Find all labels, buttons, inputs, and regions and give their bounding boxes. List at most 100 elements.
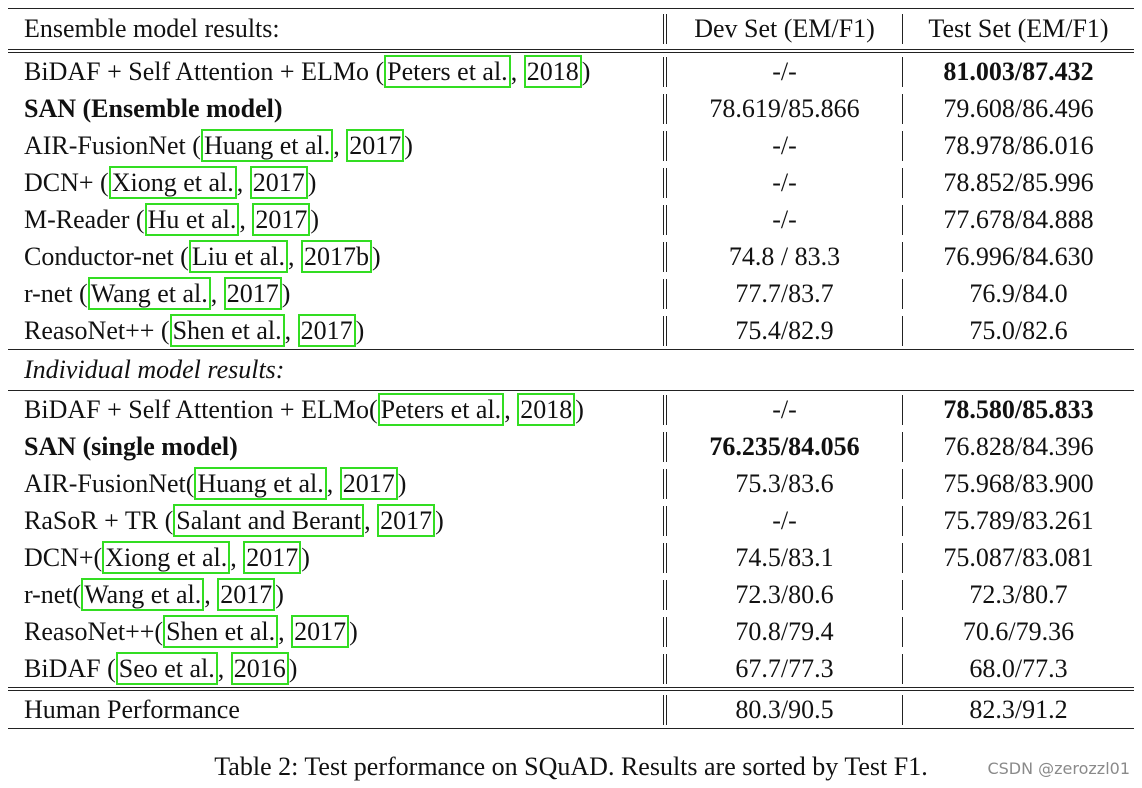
table-row: SAN (single model) 76.235/84.056 76.828/84… [8,428,1134,465]
model-name-text: SAN (single model) [24,431,238,461]
citation-year-link: 2017 [252,202,311,236]
table-row: ReasoNet++ (Shen et al., 2017) 75.4/82.9 7… [8,312,1134,349]
citation-year-link: 2017 [339,466,398,500]
model-name: Conductor-net (Liu et al., 2017b) [8,239,663,273]
model-name-text: ReasoNet++( [24,616,164,646]
model-name: ReasoNet++ (Shen et al., 2017) [8,313,663,347]
dev-score: 75.3/83.6 [663,468,902,499]
citation-author-link: Xiong et al. [108,165,237,199]
citation-author-link: Hu et al. [144,202,240,236]
dev-score: -/- [663,505,902,536]
citation-author-link: Shen et al. [169,313,285,347]
test-score: 70.6/79.36 [902,616,1134,647]
dev-score: -/- [663,130,902,161]
citation-close: ) [404,130,413,160]
citation-year-link: 2017 [223,276,282,310]
dev-score: -/- [663,394,902,425]
test-score: 72.3/80.7 [902,579,1134,610]
table-row: BiDAF + Self Attention + ELMo(Peters et … [8,391,1134,428]
model-name-text: BiDAF + Self Attention + ELMo( [24,394,378,424]
model-name-text: AIR-FusionNet( [24,468,195,498]
table-row: ReasoNet++(Shen et al., 2017) 70.8/79.4 70… [8,613,1134,650]
test-score: 76.828/84.396 [902,431,1134,462]
test-score: 75.0/82.6 [902,315,1134,346]
citation-separator: , [504,394,518,424]
dev-score: 67.7/77.3 [663,653,902,684]
table-row: BiDAF (Seo et al., 2016) 67.7/77.3 68.0/77… [8,650,1134,687]
test-score: 81.003/87.432 [902,56,1134,87]
model-name-text: r-net( [24,579,82,609]
citation-close: ) [371,241,381,271]
table-row: RaSoR + TR (Salant and Berant, 2017) -/- 7… [8,502,1134,539]
citation-separator: , [230,542,244,572]
dev-score: 70.8/79.4 [663,616,902,647]
ensemble-section-label: Ensemble model results: [24,14,280,43]
citation-author-link: Huang et al. [194,466,327,500]
human-dev-value: 80.3/90.5 [663,694,902,725]
test-score: 78.978/86.016 [902,130,1134,161]
model-name: DCN+ (Xiong et al., 2017) [8,165,663,199]
citation-year-link: 2017 [346,128,405,162]
model-name: r-net(Wang et al., 2017) [8,577,663,611]
model-name-text: RaSoR + TR ( [24,505,174,535]
table-row: r-net (Wang et al., 2017) 77.7/83.7 76.9/8… [8,275,1134,312]
model-name-text: BiDAF ( [24,653,116,683]
test-score: 75.087/83.081 [902,542,1134,573]
citation-year-link: 2017 [249,165,308,199]
model-name-text: DCN+( [24,542,103,572]
dev-score: 75.4/82.9 [663,315,902,346]
test-score: 68.0/77.3 [902,653,1134,684]
model-name: BiDAF + Self Attention + ELMo (Peters et… [8,54,663,88]
test-score: 78.852/85.996 [902,167,1134,198]
individual-section-label: Individual model results: [24,355,285,384]
citation-year-link: 2017b [300,239,372,273]
human-test-value: 82.3/91.2 [902,694,1134,725]
test-score: 77.678/84.888 [902,204,1134,235]
citation-close: ) [281,278,291,308]
citation-year-link: 2017 [243,540,302,574]
dev-score: 76.235/84.056 [663,431,902,462]
citation-close: ) [310,204,320,234]
dev-score: -/- [663,56,902,87]
citation-author-link: Shen et al. [163,614,279,648]
citation-close: ) [307,167,317,197]
table-row: SAN (Ensemble model) 78.619/85.866 79.608/… [8,90,1134,127]
citation-separator: , [326,468,340,498]
table-row: AIR-FusionNet(Huang et al., 2017) 75.3/83… [8,465,1134,502]
human-performance-row: Human Performance 80.3/90.5 82.3/91.2 [8,687,1134,729]
model-name-text: SAN (Ensemble model) [24,93,283,123]
citation-author-link: Huang et al. [200,128,334,162]
dev-score: -/- [663,167,902,198]
model-name: AIR-FusionNet(Huang et al., 2017) [8,466,663,500]
dev-set-header: Dev Set (EM/F1) [663,14,902,44]
human-performance-label: Human Performance [24,694,240,724]
individual-section-row: Individual model results: [8,349,1134,390]
citation-close: ) [355,315,365,345]
model-name-text: AIR-FusionNet ( [24,130,201,160]
citation-author-link: Wang et al. [87,276,211,310]
citation-close: ) [288,653,298,683]
model-name-text: r-net ( [24,278,88,308]
table-row: DCN+(Xiong et al., 2017) 74.5/83.1 75.087/… [8,539,1134,576]
test-score: 79.608/86.496 [902,93,1134,124]
individual-rows: BiDAF + Self Attention + ELMo(Peters et … [8,390,1134,687]
citation-close: ) [575,394,584,424]
citation-year-link: 2017 [377,503,436,537]
citation-author-link: Liu et al. [188,239,288,273]
model-name-text: ReasoNet++ ( [24,315,170,345]
citation-separator: , [239,204,253,234]
table-caption: Table 2: Test performance on SQuAD. Resu… [214,752,928,781]
test-score: 75.968/83.900 [902,468,1134,499]
table-row: BiDAF + Self Attention + ELMo (Peters et… [8,53,1134,90]
table-row: Conductor-net (Liu et al., 2017b) 74.8 / … [8,238,1134,275]
citation-author-link: Wang et al. [81,577,205,611]
citation-close: ) [301,542,310,572]
dev-score: 77.7/83.7 [663,278,902,309]
test-set-header: Test Set (EM/F1) [902,14,1134,44]
table-row: AIR-FusionNet (Huang et al., 2017) -/- 78.… [8,127,1134,164]
ensemble-rows: BiDAF + Self Attention + ELMo (Peters et… [8,49,1134,349]
citation-year-link: 2017 [297,313,356,347]
model-name: BiDAF (Seo et al., 2016) [8,651,663,685]
citation-year-link: 2017 [217,577,276,611]
citation-author-link: Peters et al. [377,392,505,426]
